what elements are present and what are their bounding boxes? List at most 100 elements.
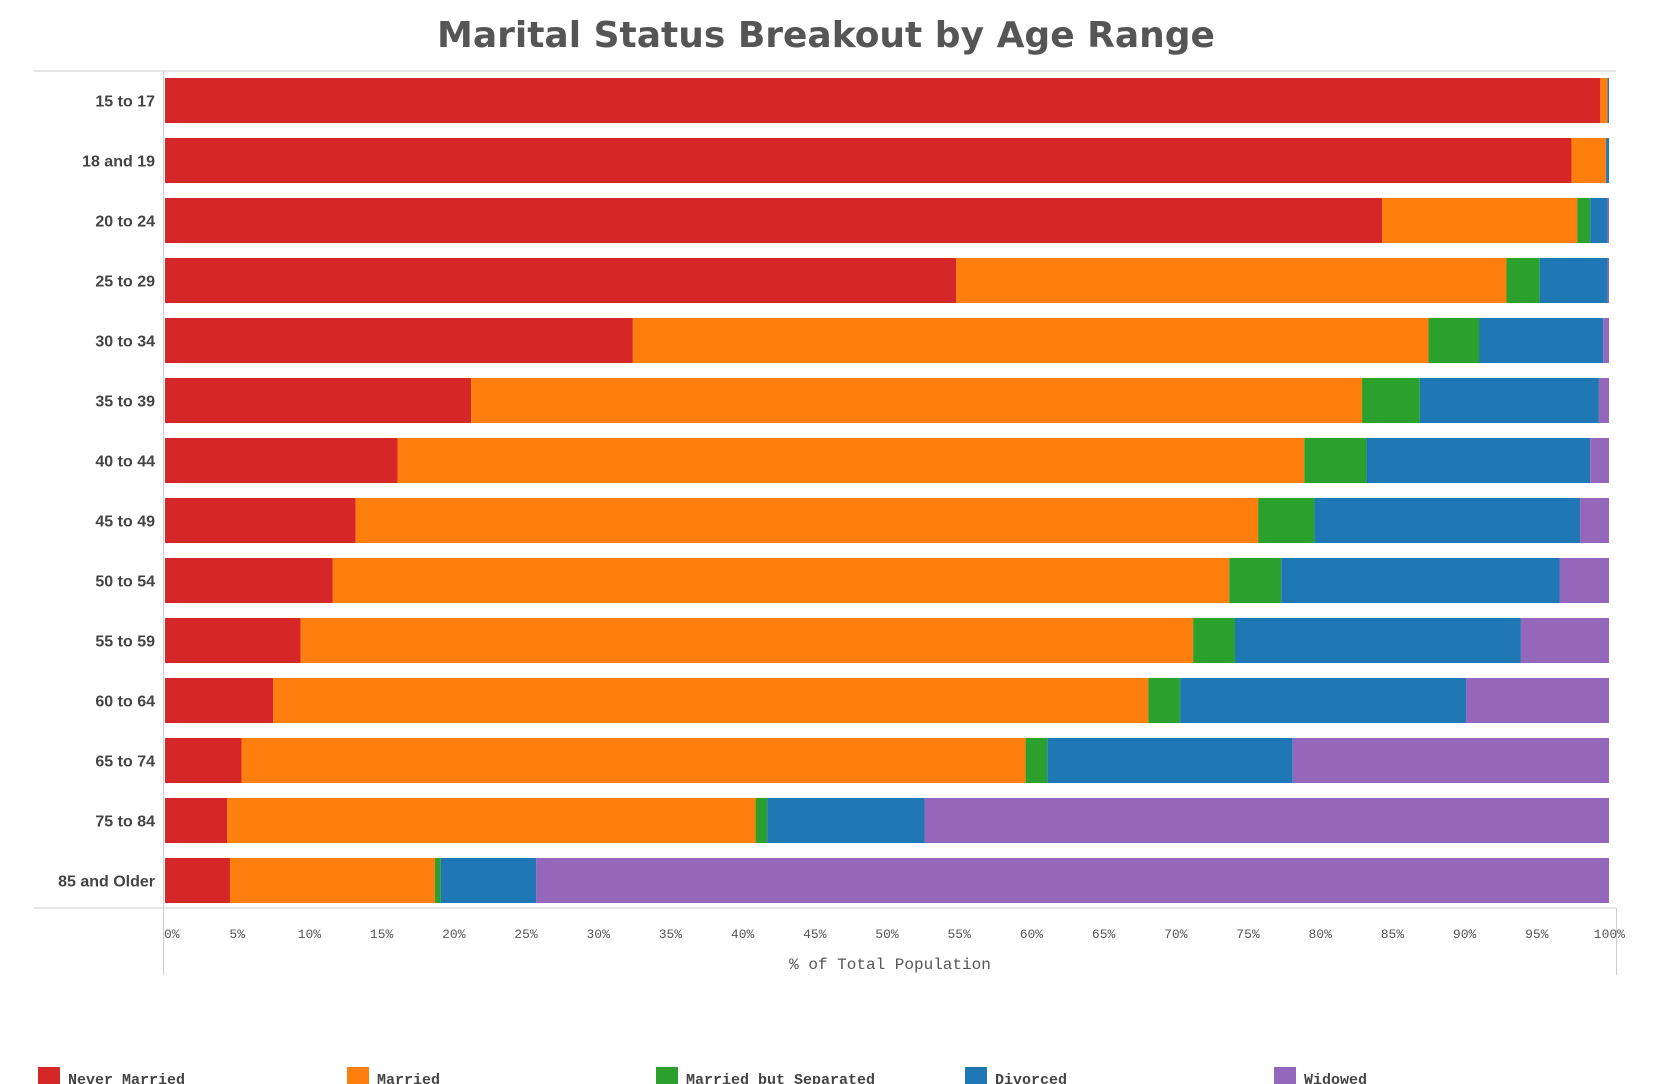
x-tick-label: 70%	[1164, 927, 1188, 942]
bar-segment	[1235, 618, 1521, 663]
bar-segment	[1281, 558, 1560, 603]
category-label: 25 to 29	[95, 274, 155, 291]
bar-segment	[1580, 498, 1609, 543]
x-tick-label: 30%	[586, 927, 610, 942]
bars-layer	[165, 78, 1609, 903]
chart-title: Marital Status Breakout by Age Range	[437, 15, 1215, 56]
bar-segment	[241, 738, 1026, 783]
bar-segment	[1520, 618, 1609, 663]
category-label: 30 to 34	[95, 334, 155, 351]
bar-segment	[435, 858, 441, 903]
bar-segment	[355, 498, 1259, 543]
legend-swatch	[965, 1067, 987, 1084]
x-tick-label: 65%	[1092, 927, 1116, 942]
x-tick-label: 60%	[1020, 927, 1044, 942]
bar-segment	[1292, 738, 1609, 783]
x-tick-label: 55%	[947, 927, 971, 942]
bar-segment	[165, 378, 472, 423]
bar-segment	[1607, 258, 1609, 303]
legend-swatch	[347, 1067, 369, 1084]
bar-segment	[1607, 78, 1609, 123]
x-tick-label: 5%	[229, 927, 245, 942]
bar-segment	[1419, 378, 1599, 423]
bar-segment	[1539, 258, 1608, 303]
legend-swatch	[38, 1067, 60, 1084]
x-tick-label: 15%	[370, 927, 394, 942]
bar-segment	[755, 798, 768, 843]
bar-segment	[165, 858, 230, 903]
bar-segment	[1314, 498, 1581, 543]
bar-segment	[956, 258, 1507, 303]
bar-segment	[1466, 678, 1609, 723]
bar-segment	[1362, 378, 1420, 423]
bar-segment	[1258, 498, 1315, 543]
bar-segment	[229, 858, 436, 903]
bar-segment	[165, 738, 242, 783]
x-tick-labels: 0% 5% 10% 15% 20% 25% 30% 35% 40% 45% 50% 55% 60% 65%…	[164, 927, 1625, 942]
category-label: 65 to 74	[95, 754, 155, 771]
bar-segment	[165, 258, 957, 303]
category-label: 18 and 19	[82, 154, 155, 171]
bar-segment	[767, 798, 925, 843]
legend-label: Divorced	[995, 1072, 1067, 1084]
x-tick-label: 95%	[1525, 927, 1549, 942]
bar-segment	[1180, 678, 1467, 723]
category-label: 20 to 24	[95, 214, 155, 231]
bar-segment	[1607, 198, 1609, 243]
bar-segment	[1603, 318, 1609, 363]
bar-segment	[397, 438, 1305, 483]
category-label: 85 and Older	[58, 874, 155, 891]
category-label: 45 to 49	[95, 514, 155, 531]
bar-segment	[1382, 198, 1578, 243]
bar-segment	[1606, 138, 1609, 183]
x-tick-label: 85%	[1381, 927, 1405, 942]
legend-label: Married	[377, 1072, 440, 1084]
bar-segment	[1479, 318, 1604, 363]
bar-segment	[332, 558, 1230, 603]
bar-segment	[1193, 618, 1236, 663]
category-label: 55 to 59	[95, 634, 155, 651]
bar-segment	[165, 438, 398, 483]
x-tick-label: 50%	[875, 927, 899, 942]
bar-segment	[1600, 78, 1608, 123]
x-tick-label: 80%	[1308, 927, 1332, 942]
x-tick-label: 90%	[1453, 927, 1477, 942]
bar-segment	[1590, 198, 1608, 243]
bar-segment	[1590, 438, 1609, 483]
x-tick-label: 75%	[1236, 927, 1260, 942]
bar-segment	[536, 858, 1609, 903]
bar-segment	[1506, 258, 1540, 303]
x-tick-label: 40%	[731, 927, 755, 942]
bar-segment	[300, 618, 1194, 663]
bar-segment	[1148, 678, 1181, 723]
legend-label: Married but Separated	[686, 1072, 875, 1084]
category-labels: 15 to 17 18 and 19 20 to 24 25 to 29 30 to 3…	[58, 94, 155, 891]
bar-segment	[165, 618, 301, 663]
bar-segment	[165, 798, 228, 843]
bar-segment	[165, 138, 1572, 183]
bar-segment	[227, 798, 756, 843]
bar-segment	[165, 678, 274, 723]
bar-segment	[924, 798, 1609, 843]
bar-segment	[471, 378, 1363, 423]
category-label: 75 to 84	[95, 814, 155, 831]
category-label: 50 to 54	[95, 574, 155, 591]
bar-segment	[440, 858, 537, 903]
bar-segment	[1571, 138, 1607, 183]
bar-segment	[1366, 438, 1591, 483]
bar-segment	[165, 318, 633, 363]
bar-segment	[273, 678, 1149, 723]
x-tick-label: 0%	[164, 927, 180, 942]
bar-segment	[165, 198, 1383, 243]
plot-frame	[34, 70, 1617, 975]
legend-label: Widowed	[1304, 1072, 1367, 1084]
x-tick-label: 10%	[298, 927, 322, 942]
bar-segment	[1047, 738, 1293, 783]
bar-segment	[165, 498, 356, 543]
bar-segment	[1577, 198, 1591, 243]
bar-segment	[1598, 378, 1609, 423]
category-label: 60 to 64	[95, 694, 155, 711]
legend: Never Married Married Married but Separate…	[38, 1067, 1367, 1084]
x-tick-label: 45%	[803, 927, 827, 942]
